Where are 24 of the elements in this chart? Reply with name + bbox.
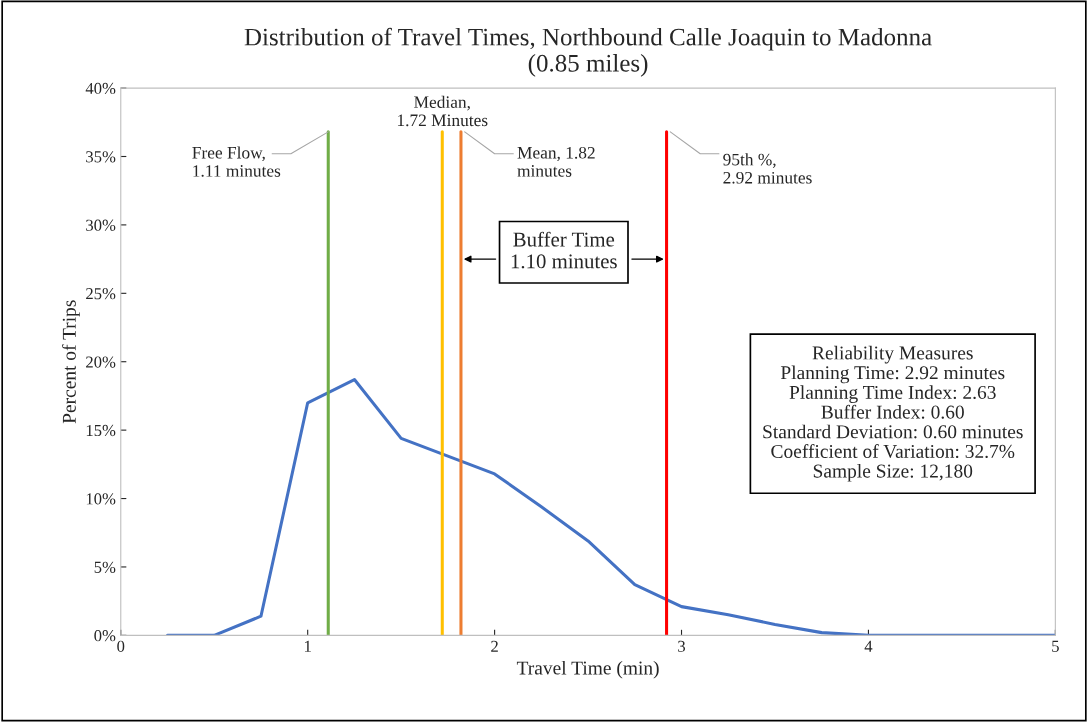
chart-title: Distribution of Travel Times, Northbound Calle Joaquin to Madonna (0.85 miles) [244,27,932,77]
x-tick-label: 0 [117,640,125,652]
annotation: Buffer Time 1.10 minutes [511,231,617,269]
x-tick-label: 1 [304,640,311,652]
y-tick-label: 20% [86,356,116,368]
y-tick-label: 15% [86,424,116,437]
x-tick-label: 2 [491,640,498,652]
y-tick-label: 40% [85,82,116,95]
ref-line-label: Median, 1.72 Minutes [397,95,488,127]
x-tick-label: 5 [1052,640,1059,652]
ref-line-label: Mean, 1.82 minutes [517,146,595,177]
x-axis-title: Travel Time (min) [516,660,659,679]
y-tick-label: 35% [86,151,116,163]
ref-line-label: Free Flow, 1.11 minutes [192,146,281,177]
ref-line-label: 95th %, 2.92 minutes [723,153,812,184]
y-tick-label: 10% [86,493,116,505]
y-tick-label: 25% [86,288,116,300]
x-tick-label: 4 [864,640,873,652]
y-axis-title: Percent of Trips [61,300,80,424]
annotation: Reliability Measures Planning Time: 2.92 minutes Planning Time Index: 2.63 Buffer Index: 0.60 Standard Deviation: 0.60 minutes Coefficient of Variation: 32.7% Sample Size: 12,180 [763,345,1023,482]
y-tick-label: 30% [86,219,116,231]
y-tick-label: 0% [94,630,116,642]
x-tick-label: 3 [678,640,686,652]
y-tick-label: 5% [94,561,116,573]
